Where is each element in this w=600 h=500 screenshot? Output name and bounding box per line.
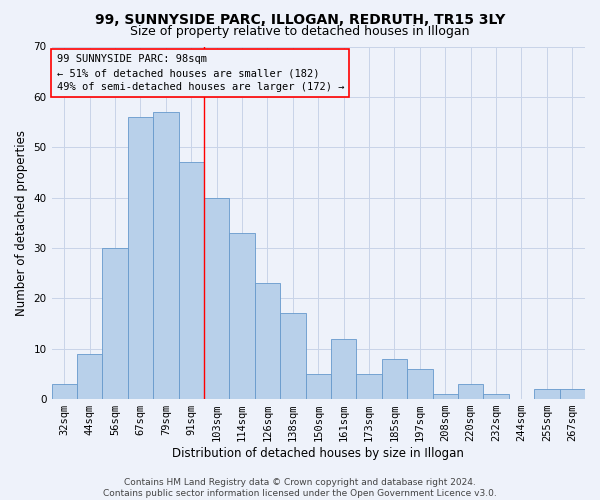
Bar xyxy=(77,354,103,399)
Bar xyxy=(255,283,280,399)
Bar xyxy=(204,198,229,399)
Bar xyxy=(103,248,128,399)
Bar xyxy=(280,314,305,399)
Bar xyxy=(305,374,331,399)
Text: 99, SUNNYSIDE PARC, ILLOGAN, REDRUTH, TR15 3LY: 99, SUNNYSIDE PARC, ILLOGAN, REDRUTH, TR… xyxy=(95,12,505,26)
Bar xyxy=(179,162,204,399)
Text: Size of property relative to detached houses in Illogan: Size of property relative to detached ho… xyxy=(130,25,470,38)
Text: Contains HM Land Registry data © Crown copyright and database right 2024.
Contai: Contains HM Land Registry data © Crown c… xyxy=(103,478,497,498)
Bar xyxy=(52,384,77,399)
Bar xyxy=(331,338,356,399)
Bar xyxy=(229,233,255,399)
Bar xyxy=(382,359,407,399)
Bar xyxy=(433,394,458,399)
Bar xyxy=(153,112,179,399)
Bar xyxy=(534,389,560,399)
Bar xyxy=(356,374,382,399)
X-axis label: Distribution of detached houses by size in Illogan: Distribution of detached houses by size … xyxy=(172,447,464,460)
Y-axis label: Number of detached properties: Number of detached properties xyxy=(15,130,28,316)
Bar xyxy=(560,389,585,399)
Bar xyxy=(458,384,484,399)
Bar xyxy=(128,117,153,399)
Bar xyxy=(407,369,433,399)
Bar xyxy=(484,394,509,399)
Text: 99 SUNNYSIDE PARC: 98sqm
← 51% of detached houses are smaller (182)
49% of semi-: 99 SUNNYSIDE PARC: 98sqm ← 51% of detach… xyxy=(56,54,344,92)
